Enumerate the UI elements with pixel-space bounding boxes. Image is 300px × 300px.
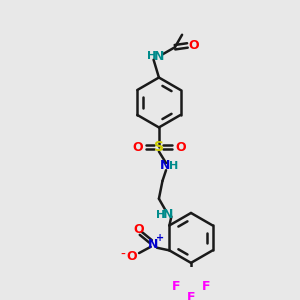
Text: -: - — [121, 248, 125, 262]
Text: H: H — [169, 161, 179, 171]
Text: H: H — [156, 210, 165, 220]
Text: N: N — [163, 208, 173, 221]
Text: S: S — [154, 140, 164, 154]
Text: F: F — [202, 280, 210, 292]
Text: O: O — [132, 140, 143, 154]
Text: N: N — [160, 159, 170, 172]
Text: N: N — [148, 238, 158, 251]
Text: O: O — [188, 39, 199, 52]
Text: F: F — [172, 280, 180, 292]
Text: +: + — [155, 233, 164, 243]
Text: N: N — [154, 50, 164, 63]
Text: O: O — [133, 224, 143, 236]
Text: O: O — [175, 140, 186, 154]
Text: O: O — [127, 250, 137, 263]
Text: H: H — [147, 51, 156, 61]
Text: F: F — [187, 291, 195, 300]
